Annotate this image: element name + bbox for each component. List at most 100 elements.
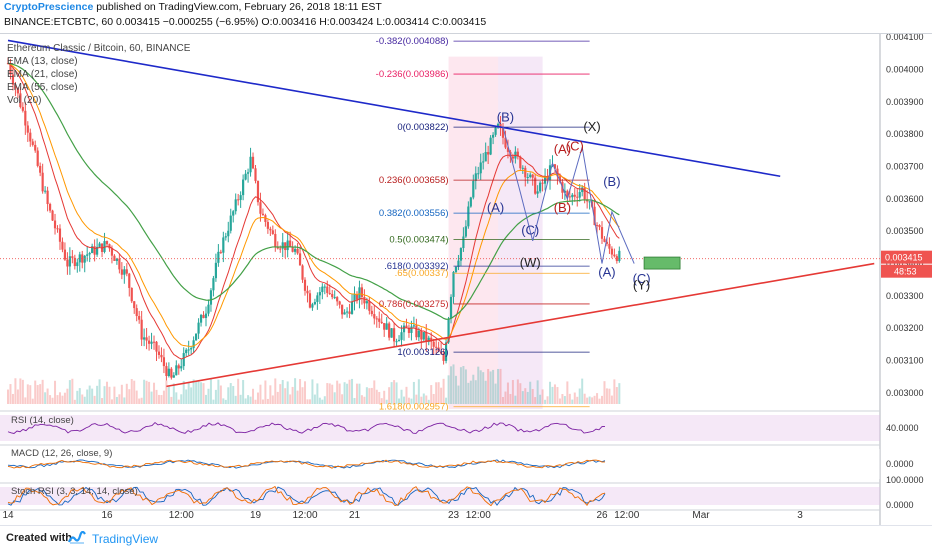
candle-body [296, 248, 299, 254]
volume-bar [425, 395, 428, 404]
candle-body [318, 292, 321, 296]
candle-body [360, 287, 364, 297]
x-tick-label: 12:00 [466, 510, 491, 521]
volume-bar [457, 385, 460, 404]
candle-body [91, 246, 94, 254]
volume-bar [29, 385, 32, 404]
candle-body [380, 321, 383, 324]
candle-body [464, 226, 467, 237]
candle-body [93, 246, 96, 255]
candle-body [420, 330, 423, 340]
candle-body [140, 319, 143, 340]
x-tick-label: 23 [448, 510, 460, 521]
candle-body [88, 253, 91, 255]
volume-bar [581, 378, 584, 404]
volume-bar [81, 394, 84, 404]
x-tick-label: 26 [596, 510, 608, 521]
volume-bar [234, 395, 237, 404]
macd-tick-label: 0.0000 [886, 459, 914, 469]
volume-bar [526, 391, 529, 404]
volume-bar [289, 394, 292, 404]
volume-bar [452, 364, 455, 404]
volume-bar [187, 381, 190, 404]
volume-bar [341, 394, 344, 404]
fib-level-label: .65(0.00337) [395, 268, 449, 279]
volume-bar [511, 380, 514, 404]
volume-bar [613, 379, 616, 404]
volume-bar [217, 379, 220, 404]
rsi-pane-band [0, 415, 880, 441]
candle-body [237, 199, 240, 201]
countdown-text: 48:53 [894, 267, 917, 277]
volume-bar [195, 381, 198, 404]
y-tick-label: 0.003300 [886, 291, 924, 301]
volume-bar [546, 396, 549, 404]
chart-pane[interactable]: 0.004100 0.004000 0.003900 0.003800 0.003700… [0, 33, 932, 526]
volume-bar [274, 378, 277, 404]
candle-body [496, 123, 500, 128]
volume-bar [281, 380, 284, 404]
volume-bar [44, 392, 47, 404]
candle-body [81, 254, 84, 263]
candle-body [242, 179, 245, 196]
candle-body [130, 287, 133, 302]
candle-body [492, 134, 495, 138]
volume-bar [61, 395, 64, 404]
volume-bar [336, 380, 339, 404]
volume-bar [531, 388, 534, 404]
candle-body [78, 254, 81, 263]
candle-body [444, 342, 448, 361]
volume-bar [544, 399, 547, 404]
candle-body [24, 110, 27, 126]
wave-label: (B) [554, 200, 571, 215]
candle-body [534, 177, 537, 194]
volume-bar [516, 379, 519, 404]
candle-body [390, 328, 393, 338]
volume-bar [467, 382, 470, 404]
stoch-label: Stoch RSI (3, 3, 14, 14, close) [11, 486, 138, 497]
volume-bar [380, 398, 383, 404]
candle-body [31, 141, 34, 145]
candle-body [51, 210, 54, 221]
candle-body [407, 327, 411, 333]
legend-ema21: EMA (21, close) [7, 69, 78, 80]
volume-bar [39, 384, 42, 404]
candle-body [578, 192, 581, 198]
ema13-line [7, 62, 620, 360]
candle-body [162, 357, 166, 367]
wave-label: (A) [598, 264, 615, 279]
wave-label: (B) [603, 174, 620, 189]
candle-body [536, 191, 539, 194]
x-tick-label: 21 [349, 510, 361, 521]
symbol-ohlc-line: BINANCE:ETCBTC, 60 0.003415 −0.000255 (−… [4, 16, 486, 28]
y-tick-label: 0.003700 [886, 162, 924, 172]
stoch-d-line [7, 485, 606, 507]
volume-bar [494, 383, 497, 404]
volume-bar [576, 396, 579, 404]
volume-bar [326, 383, 329, 404]
volume-bar [31, 398, 34, 404]
volume-bar [558, 398, 561, 404]
tradingview-logo-icon[interactable] [68, 531, 86, 545]
candle-body [355, 294, 359, 300]
volume-bar [459, 367, 462, 404]
candle-body [180, 366, 183, 369]
author-link[interactable]: CryptoPrescience [4, 1, 94, 13]
tradingview-link[interactable]: TradingView [92, 532, 159, 546]
x-tick-label: 12:00 [169, 510, 194, 521]
volume-bar [192, 379, 195, 404]
volume-bar [450, 366, 453, 404]
price-chart[interactable]: 0.004100 0.004000 0.003900 0.003800 0.003700… [0, 34, 932, 526]
candle-body [207, 304, 210, 314]
volume-bar [318, 397, 321, 404]
candle-body [422, 332, 425, 340]
candle-body [365, 301, 368, 304]
volume-bar [333, 392, 336, 404]
candle-body [256, 180, 260, 203]
volume-bar [266, 398, 269, 404]
candle-body [467, 206, 470, 227]
candle-body [152, 341, 156, 343]
volume-bar [519, 383, 522, 404]
candle-body [182, 353, 185, 367]
candle-body [234, 199, 237, 212]
